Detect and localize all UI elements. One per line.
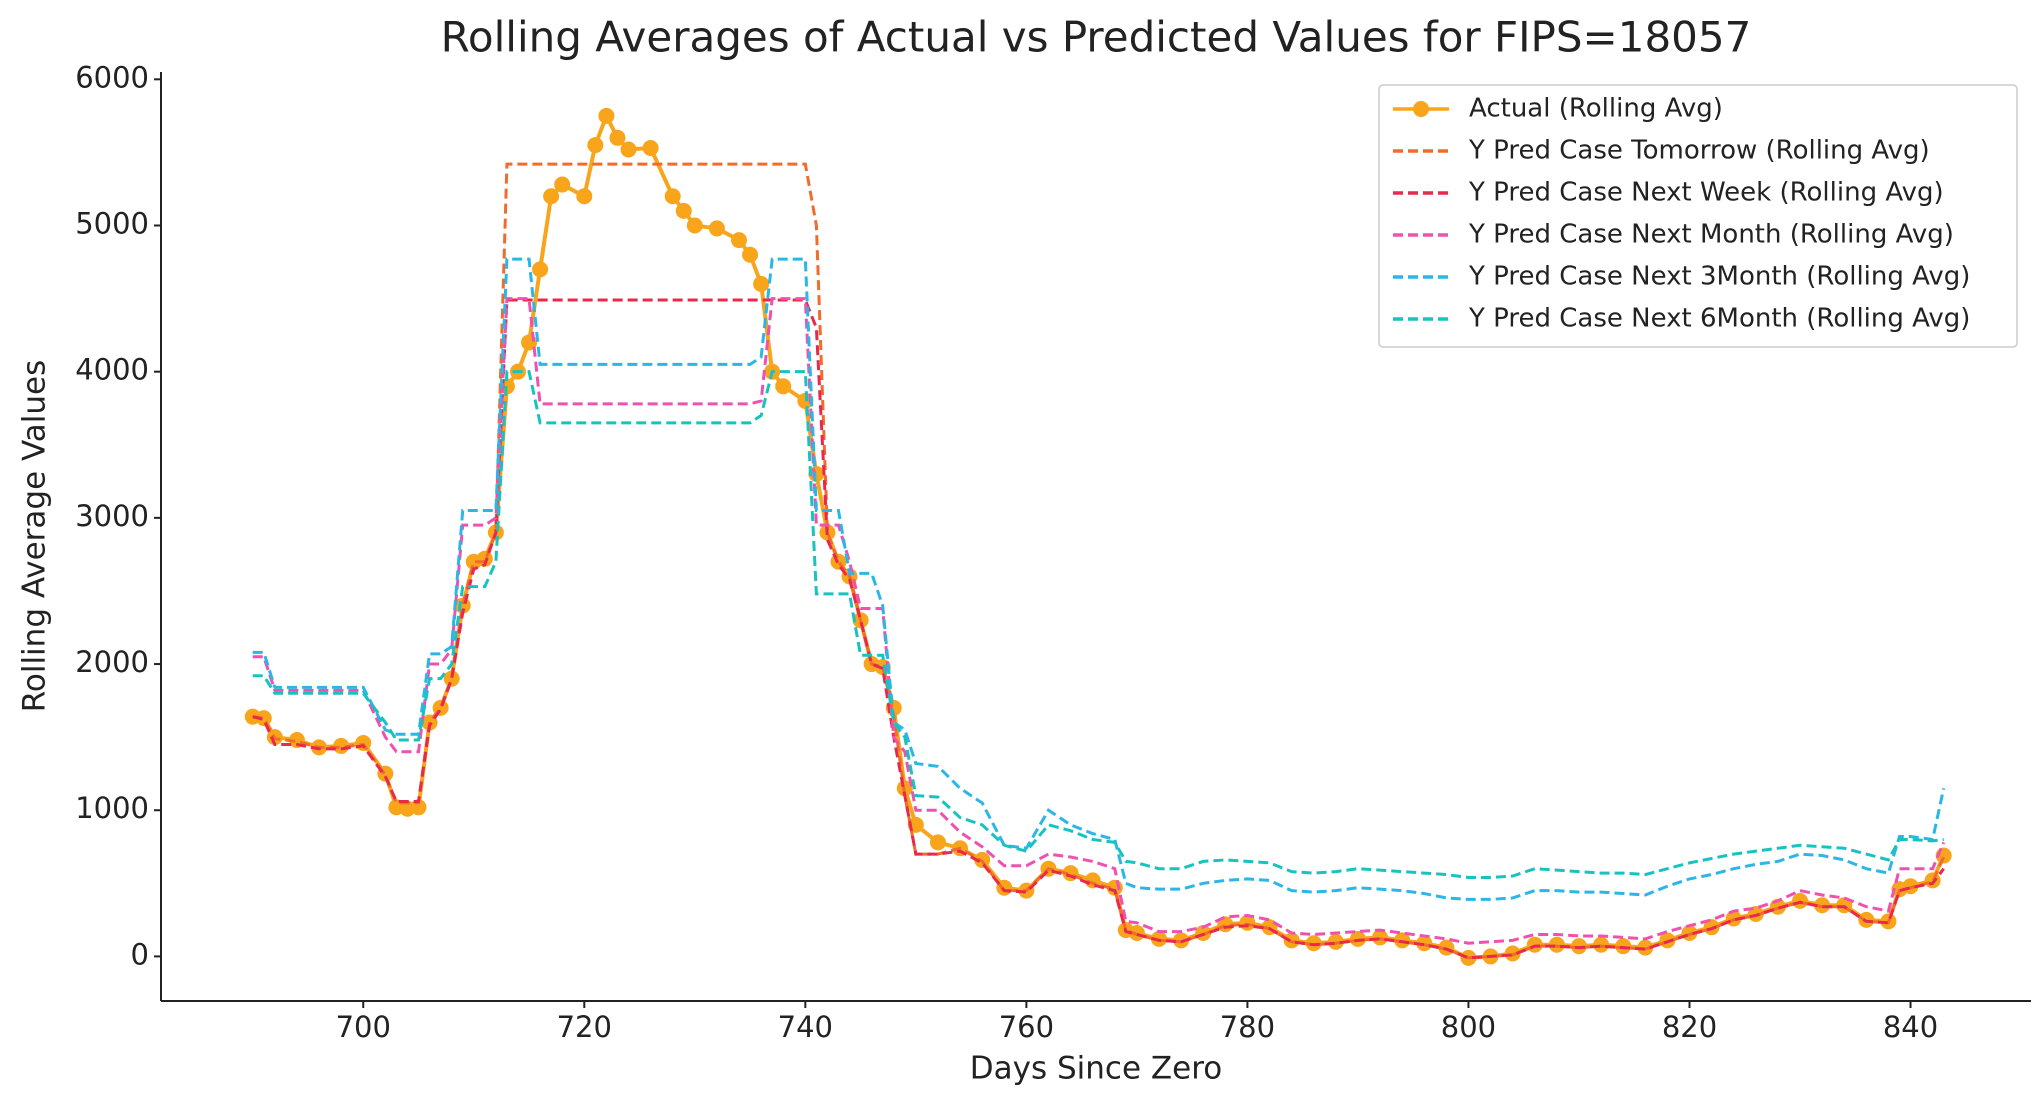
data-point <box>543 188 560 205</box>
data-point <box>708 220 725 237</box>
legend-label: Y Pred Case Next 6Month (Rolling Avg) <box>1468 304 1970 334</box>
y-tick-label: 1000 <box>75 791 149 825</box>
x-tick-label: 840 <box>1883 1010 1938 1044</box>
data-point <box>587 137 604 154</box>
data-point <box>333 737 350 754</box>
x-axis-label: Days Since Zero <box>970 1051 1222 1087</box>
legend-label: Y Pred Case Next Month (Rolling Avg) <box>1468 220 1954 250</box>
x-tick-label: 800 <box>1441 1010 1496 1044</box>
legend-label: Y Pred Case Next Week (Rolling Avg) <box>1468 178 1944 208</box>
data-point <box>554 176 571 193</box>
series-line <box>252 370 1944 879</box>
legend-box <box>1378 84 2018 348</box>
data-point <box>443 670 460 687</box>
x-tick-label: 820 <box>1662 1010 1717 1044</box>
data-point <box>664 188 681 205</box>
data-point <box>598 107 615 124</box>
data-point <box>1924 872 1941 889</box>
data-point <box>775 378 792 395</box>
y-tick-label: 5000 <box>75 206 149 240</box>
data-point <box>929 834 946 851</box>
data-point <box>410 799 427 816</box>
legend-label: Actual (Rolling Avg) <box>1469 94 1723 124</box>
data-point <box>532 261 549 278</box>
y-axis-label: Rolling Average Values <box>17 360 53 713</box>
data-point <box>255 710 272 727</box>
data-point <box>642 140 659 157</box>
series-line <box>252 298 1945 960</box>
x-tick-label: 720 <box>557 1010 612 1044</box>
series-line <box>252 257 1946 901</box>
x-tick-label: 760 <box>999 1010 1054 1044</box>
legend-label: Y Pred Case Tomorrow (Rolling Avg) <box>1468 136 1930 166</box>
y-tick-label: 2000 <box>75 645 149 679</box>
y-tick-label: 4000 <box>75 353 149 387</box>
data-point <box>576 188 593 205</box>
legend-marker <box>1413 101 1429 117</box>
data-point <box>753 275 770 292</box>
y-tick-label: 0 <box>131 937 149 971</box>
data-point <box>609 129 626 146</box>
legend-label: Y Pred Case Next 3Month (Rolling Avg) <box>1468 262 1970 292</box>
x-tick-label: 740 <box>778 1010 833 1044</box>
x-tick-label: 700 <box>336 1010 391 1044</box>
data-point <box>620 141 637 158</box>
y-tick-label: 6000 <box>75 60 149 94</box>
data-point <box>742 246 759 263</box>
data-point <box>686 217 703 234</box>
series-line <box>252 297 1946 945</box>
y-tick-label: 3000 <box>75 499 149 533</box>
chart-title: Rolling Averages of Actual vs Predicted … <box>441 13 1752 62</box>
x-tick-label: 780 <box>1220 1010 1275 1044</box>
data-point <box>675 202 692 219</box>
data-point <box>731 232 748 249</box>
